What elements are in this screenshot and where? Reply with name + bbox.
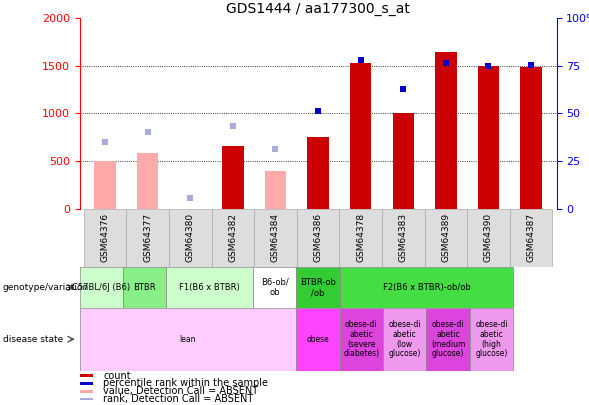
Bar — [307, 137, 329, 209]
Bar — [393, 113, 414, 209]
Text: genotype/variation: genotype/variation — [3, 283, 89, 292]
Text: GSM64383: GSM64383 — [399, 213, 408, 262]
Bar — [80, 398, 93, 400]
Bar — [127, 209, 169, 267]
Text: GSM64377: GSM64377 — [143, 213, 152, 262]
Bar — [339, 209, 382, 267]
Text: BTBR-ob
/ob: BTBR-ob /ob — [300, 278, 336, 297]
Bar — [509, 209, 552, 267]
Text: obese: obese — [307, 335, 329, 344]
Bar — [80, 308, 296, 371]
Bar — [478, 66, 499, 209]
Bar — [470, 308, 513, 371]
Bar — [169, 209, 211, 267]
Bar — [94, 161, 115, 209]
Bar — [340, 308, 383, 371]
Text: obese-di
abetic
(low
glucose): obese-di abetic (low glucose) — [389, 320, 421, 358]
Bar — [382, 209, 425, 267]
Bar — [211, 209, 254, 267]
Text: value, Detection Call = ABSENT: value, Detection Call = ABSENT — [104, 386, 259, 396]
Bar — [265, 171, 286, 209]
Text: BTBR: BTBR — [133, 283, 156, 292]
Text: lean: lean — [180, 335, 196, 344]
Bar — [296, 267, 340, 308]
Text: GSM64389: GSM64389 — [441, 213, 451, 262]
Bar — [383, 308, 426, 371]
Text: GSM64390: GSM64390 — [484, 213, 493, 262]
Bar — [80, 382, 93, 385]
Bar — [340, 267, 513, 308]
Bar — [425, 209, 467, 267]
Bar — [426, 308, 470, 371]
Bar — [84, 209, 127, 267]
Bar — [80, 390, 93, 392]
Bar — [137, 153, 158, 209]
Bar — [80, 375, 93, 377]
Text: GSM64376: GSM64376 — [101, 213, 110, 262]
Text: F2(B6 x BTBR)-ob/ob: F2(B6 x BTBR)-ob/ob — [383, 283, 471, 292]
Text: GSM64380: GSM64380 — [186, 213, 195, 262]
Bar — [350, 63, 371, 209]
Bar — [222, 146, 243, 209]
Text: F1(B6 x BTBR): F1(B6 x BTBR) — [179, 283, 240, 292]
Bar — [521, 67, 542, 209]
Title: GDS1444 / aa177300_s_at: GDS1444 / aa177300_s_at — [226, 2, 410, 16]
Text: B6-ob/
ob: B6-ob/ ob — [261, 278, 289, 297]
Bar — [253, 267, 296, 308]
Text: percentile rank within the sample: percentile rank within the sample — [104, 379, 269, 388]
Text: GSM64387: GSM64387 — [527, 213, 535, 262]
Bar — [80, 267, 123, 308]
Bar — [123, 267, 166, 308]
Text: count: count — [104, 371, 131, 381]
Text: rank, Detection Call = ABSENT: rank, Detection Call = ABSENT — [104, 394, 254, 404]
Text: C57BL/6J (B6): C57BL/6J (B6) — [72, 283, 130, 292]
Text: GSM64378: GSM64378 — [356, 213, 365, 262]
Bar — [297, 209, 339, 267]
Text: obese-di
abetic
(medium
glucose): obese-di abetic (medium glucose) — [431, 320, 465, 358]
Text: GSM64386: GSM64386 — [313, 213, 323, 262]
Text: GSM64382: GSM64382 — [229, 213, 237, 262]
Text: disease state: disease state — [3, 335, 63, 344]
Text: obese-di
abetic
(severe
diabetes): obese-di abetic (severe diabetes) — [343, 320, 379, 358]
Bar — [435, 53, 456, 209]
Text: GSM64384: GSM64384 — [271, 213, 280, 262]
Text: obese-di
abetic
(high
glucose): obese-di abetic (high glucose) — [475, 320, 508, 358]
Bar — [296, 308, 340, 371]
Bar — [467, 209, 509, 267]
Bar — [166, 267, 253, 308]
Bar — [254, 209, 297, 267]
